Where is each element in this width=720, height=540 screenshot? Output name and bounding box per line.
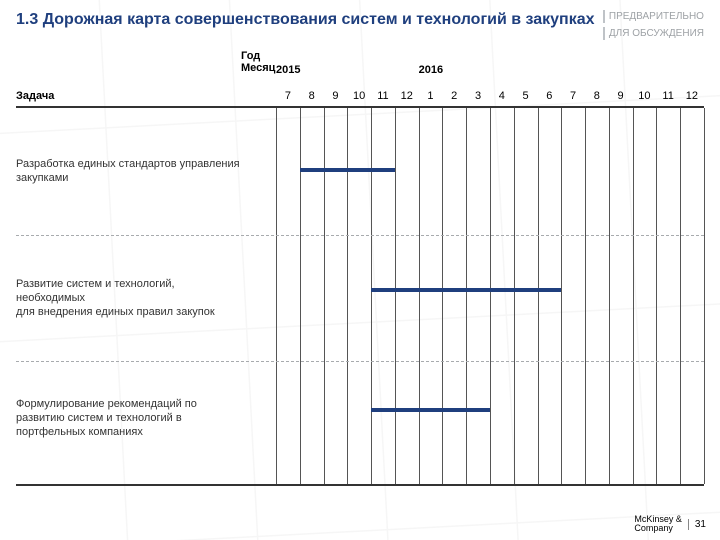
task-label: Развитие систем и технологий, необходимы… [16, 278, 241, 319]
task-column-header: Задача [16, 90, 241, 102]
gantt-row: Формулирование рекомендаций поразвитию с… [16, 398, 704, 478]
row-separator [16, 361, 704, 362]
month-label: 9 [324, 90, 348, 102]
month-label: 7 [276, 90, 300, 102]
month-label: 12 [395, 90, 419, 102]
task-label: Разработка единых стандартов управления … [16, 158, 241, 186]
gantt-body: Разработка единых стандартов управления … [16, 106, 704, 486]
gantt-row: Разработка единых стандартов управления … [16, 158, 704, 238]
month-label: 5 [514, 90, 538, 102]
page-number: 31 [688, 519, 706, 530]
month-label: 11 [371, 90, 395, 102]
header: 1.3 Дорожная карта совершенствования сис… [16, 10, 704, 40]
month-label: 12 [680, 90, 704, 102]
slide-title: 1.3 Дорожная карта совершенствования сис… [16, 10, 595, 29]
month-label: 8 [585, 90, 609, 102]
footer-brand: McKinsey & Company [634, 515, 682, 533]
month-label: 1 [419, 90, 443, 102]
month-label: 9 [609, 90, 633, 102]
gantt-bar [371, 408, 490, 412]
month-label: 7 [561, 90, 585, 102]
month-label: 4 [490, 90, 514, 102]
time-axis-labels: Год Месяц [241, 50, 275, 74]
slide: 1.3 Дорожная карта совершенствования сис… [0, 0, 720, 540]
gridline [704, 108, 705, 484]
stamp-preliminary: ПРЕДВАРИТЕЛЬНО [603, 10, 704, 23]
month-labels-row: 789101112123456789101112 [276, 90, 704, 102]
month-label: 11 [656, 90, 680, 102]
gantt-bar [371, 288, 561, 292]
year-label: 2015 [276, 64, 300, 76]
month-axis-label: Месяц [241, 62, 275, 74]
month-label: 8 [300, 90, 324, 102]
month-label: 2 [442, 90, 466, 102]
brand-line-2: Company [634, 523, 673, 533]
row-separator [16, 235, 704, 236]
year-axis-label: Год [241, 50, 275, 62]
footer: McKinsey & Company 31 [0, 515, 720, 533]
month-label: 3 [466, 90, 490, 102]
status-stamps: ПРЕДВАРИТЕЛЬНО ДЛЯ ОБСУЖДЕНИЯ [603, 10, 704, 40]
year-label: 2016 [419, 64, 443, 76]
gantt-chart: Задача Год Месяц 20152016 78910111212345… [16, 50, 704, 486]
gantt-header: Задача Год Месяц 20152016 78910111212345… [16, 50, 704, 106]
gantt-bar [300, 168, 395, 172]
stamp-discussion: ДЛЯ ОБСУЖДЕНИЯ [603, 27, 704, 40]
task-label: Формулирование рекомендаций поразвитию с… [16, 398, 241, 439]
month-label: 10 [347, 90, 371, 102]
gantt-row: Развитие систем и технологий, необходимы… [16, 278, 704, 358]
month-label: 6 [537, 90, 561, 102]
month-label: 10 [632, 90, 656, 102]
